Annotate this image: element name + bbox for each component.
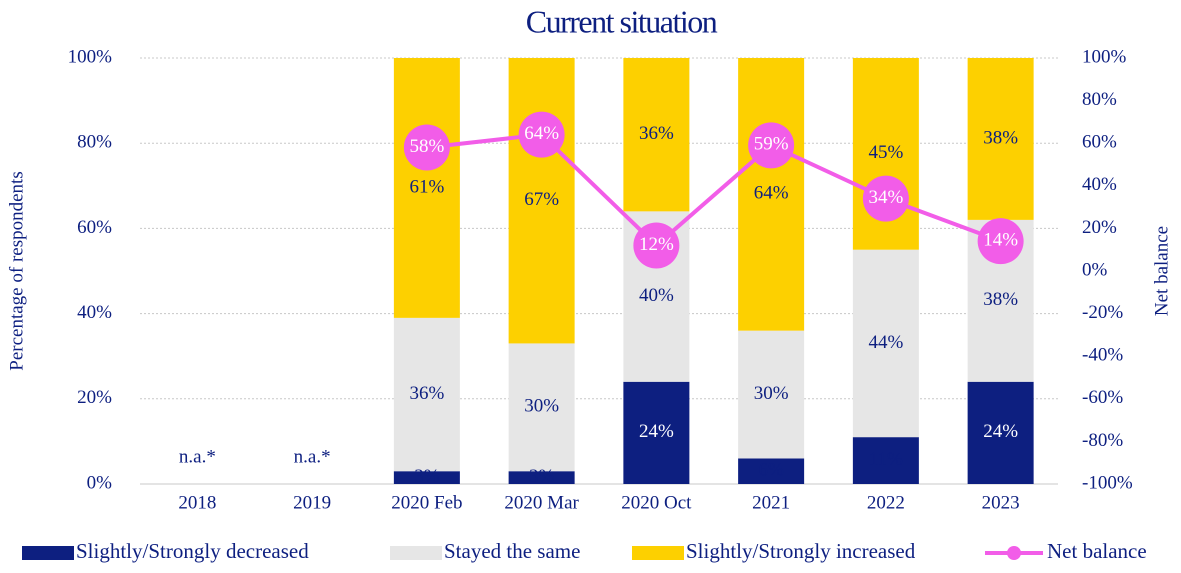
bar-segment [967,58,1034,220]
x-tick-label: 2018 [178,492,216,513]
bar-value-label: 44% [868,332,903,353]
y2-tick-label: -60% [1082,387,1123,408]
bar-value-label: 24% [639,421,674,442]
x-tick-label: 2023 [982,492,1020,513]
net-balance-marker [977,218,1024,265]
bar-value-label: 3% [529,466,555,487]
net-balance-marker [633,222,680,269]
chart-title: Current situation [526,3,718,39]
bar-segment [738,58,805,331]
net-balance-marker [748,122,795,169]
bar-value-label: 11% [869,449,903,470]
bar-segment [623,381,690,484]
bar-value-label: 30% [524,396,559,417]
bar-value-label: 45% [868,142,903,163]
net-balance-label: 14% [983,230,1018,251]
bar-segment [508,343,575,472]
x-tick-label: 2021 [752,492,790,513]
y-axis-label: Percentage of respondents [6,171,27,370]
legend-swatch [390,546,442,560]
y-tick-label: 60% [77,217,112,238]
bar-value-label: 36% [409,383,444,404]
y-tick-label: 100% [68,46,113,67]
bar-value-label: 67% [524,189,559,210]
bar-segment [967,381,1034,484]
bar-segment [852,249,919,438]
bar-segment [738,330,805,459]
bar-value-label: 38% [983,127,1018,148]
annotation: n.a.* [294,446,331,467]
y2-axis-label: Net balance [1151,226,1172,316]
x-tick-label: 2020 Oct [621,492,692,513]
bar-value-label: 61% [409,176,444,197]
legend-swatch [22,546,74,560]
bar-segment [508,471,575,484]
legend-label: Net balance [1047,539,1147,563]
y2-tick-label: 0% [1082,259,1108,280]
legend-label: Slightly/Strongly decreased [76,539,309,563]
annotation: n.a.* [179,446,216,467]
bar-value-label: 6% [758,460,784,481]
bar-value-label: 30% [754,383,789,404]
bar-segment [393,471,460,484]
bar-segment [393,317,460,472]
bar-segment [393,58,460,318]
legend-label: Stayed the same [444,539,580,563]
y-tick-label: 40% [77,302,112,323]
net-balance-label: 12% [639,234,674,255]
bar-segment [623,58,690,212]
bar-segment [508,58,575,344]
x-tick-label: 2019 [293,492,331,513]
y-tick-label: 80% [77,132,112,153]
x-tick-label: 2020 Mar [504,492,579,513]
net-balance-label: 64% [524,123,559,144]
bar-segment [738,458,805,484]
bar-segment [852,437,919,484]
y2-tick-label: 100% [1082,46,1127,67]
bar-value-label: 40% [639,285,674,306]
net-balance-label: 58% [409,136,444,157]
y2-tick-label: 20% [1082,217,1117,238]
y2-tick-label: -40% [1082,345,1123,366]
bar-value-label: 38% [983,289,1018,310]
y2-tick-label: 60% [1082,132,1117,153]
bar-value-label: 24% [983,421,1018,442]
bar-value-label: 3% [414,466,440,487]
y2-tick-label: -100% [1082,472,1133,493]
net-balance-marker [403,124,450,171]
net-balance-marker [518,111,565,158]
net-balance-label: 34% [868,187,903,208]
x-tick-label: 2020 Feb [391,492,462,513]
bar-value-label: 36% [639,123,674,144]
legend-swatch-marker [1007,546,1021,560]
y-tick-label: 20% [77,387,112,408]
bar-value-label: 64% [754,183,789,204]
y2-tick-label: -80% [1082,430,1123,451]
y2-tick-label: -20% [1082,302,1123,323]
net-balance-label: 59% [754,134,789,155]
legend-label: Slightly/Strongly increased [686,539,916,563]
y2-tick-label: 40% [1082,174,1117,195]
y2-tick-label: 80% [1082,89,1117,110]
net-balance-marker [862,175,909,222]
y-tick-label: 0% [87,472,113,493]
x-tick-label: 2022 [867,492,905,513]
legend-swatch [632,546,684,560]
